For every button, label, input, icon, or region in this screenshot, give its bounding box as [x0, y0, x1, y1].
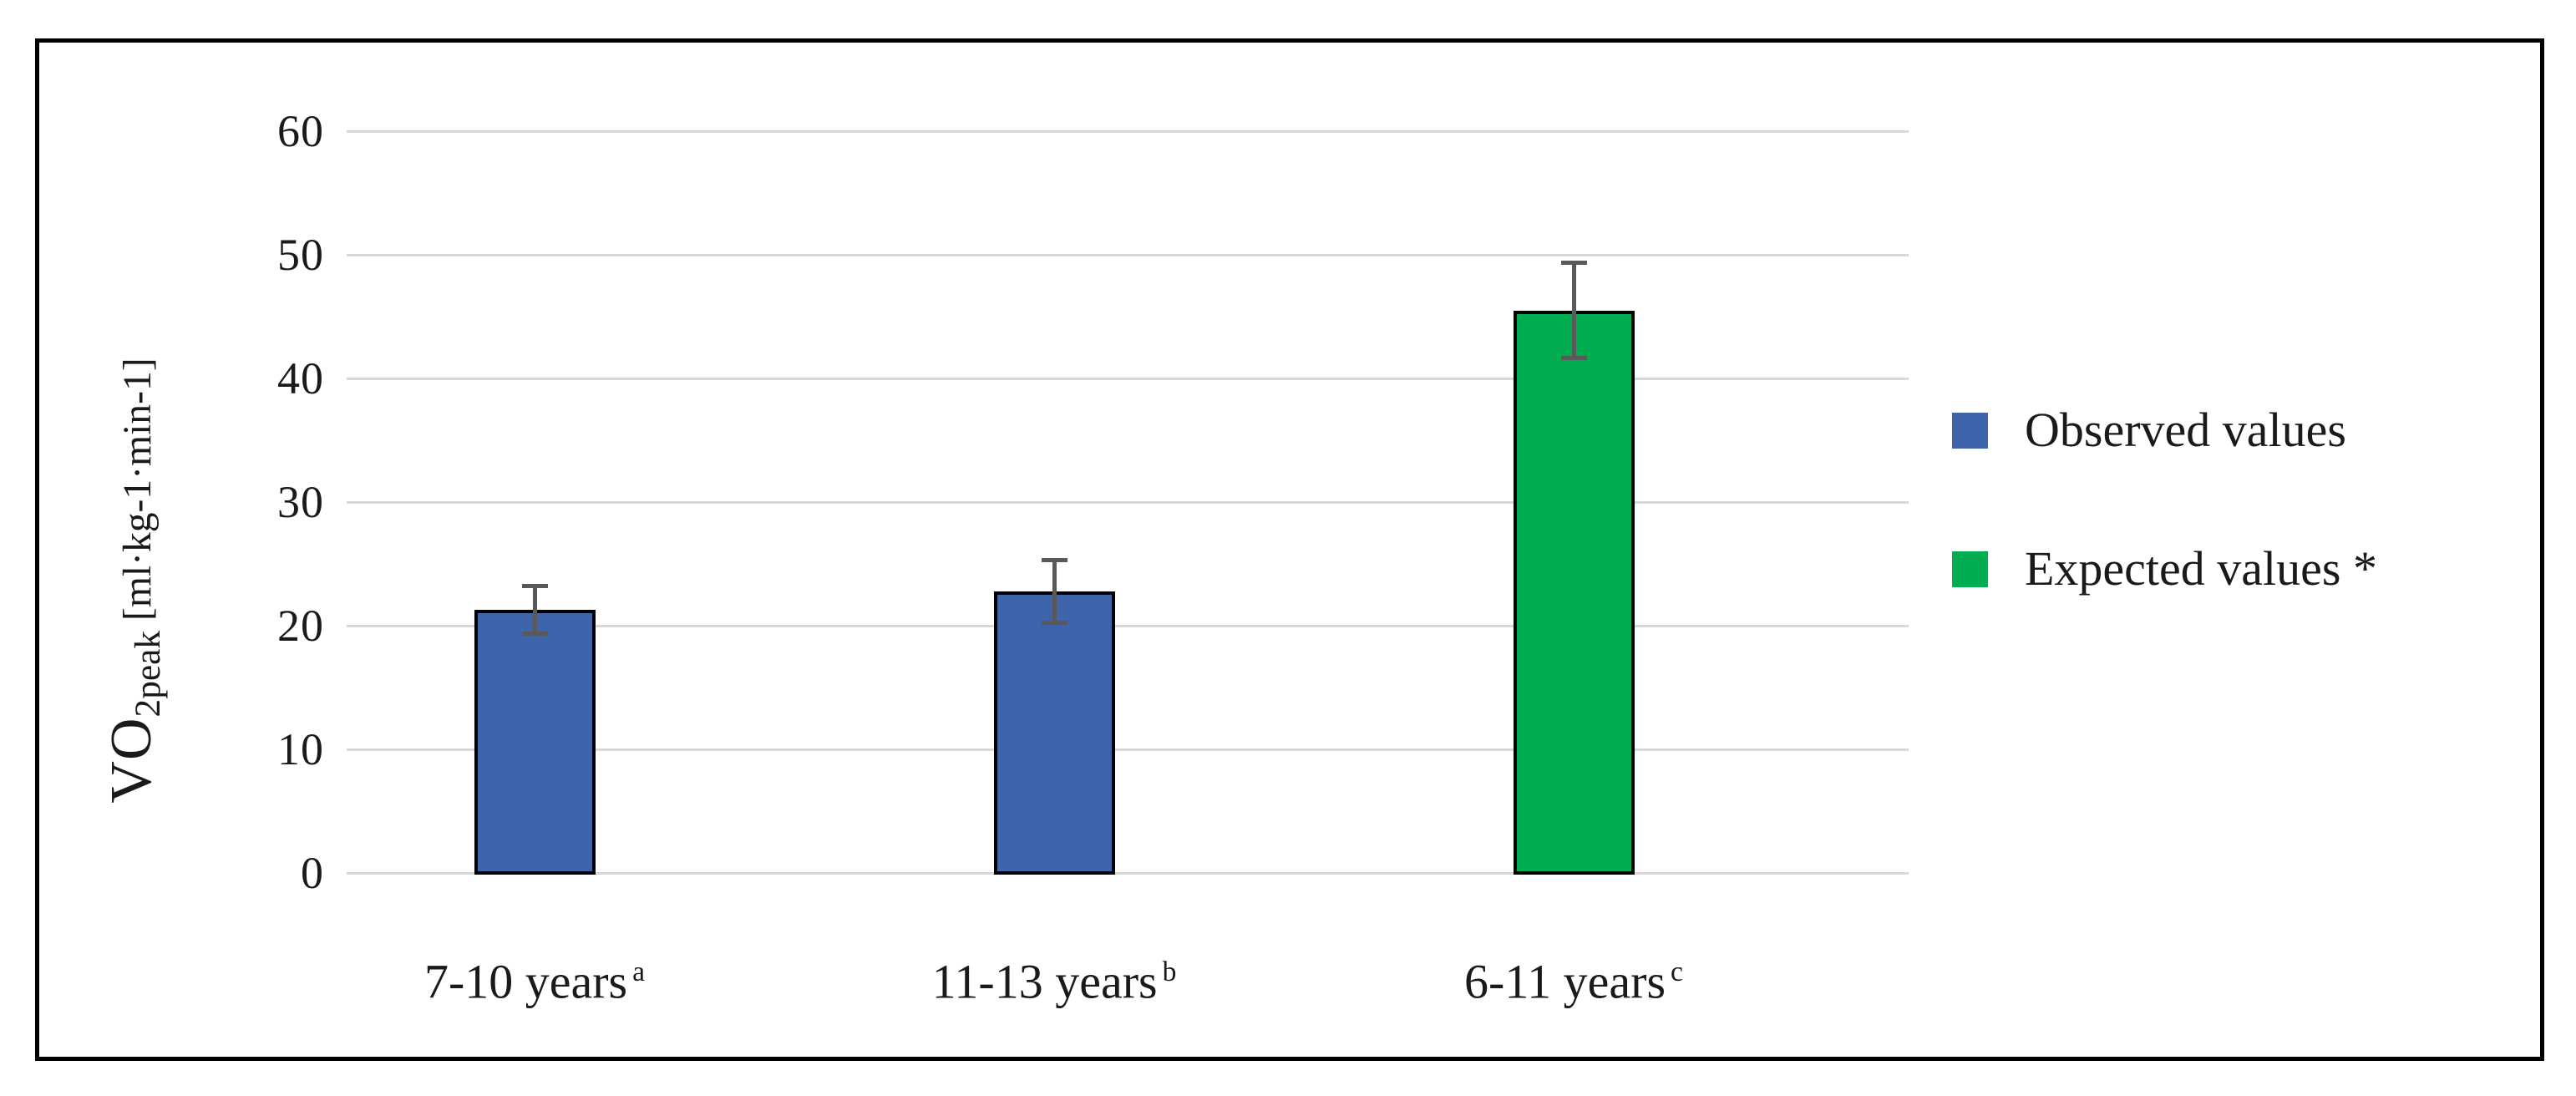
x-category-superscript-2: c [1671, 956, 1683, 987]
gridline-20 [347, 625, 1909, 627]
y-tick-label-30: 30 [277, 477, 324, 527]
error-bar-cap-bottom-cat1 [1041, 620, 1067, 625]
legend-swatch-observed-icon [1952, 412, 1988, 449]
x-category-label-1: 11-13 years b [931, 954, 1177, 1009]
y-tick-label-10: 10 [277, 724, 324, 774]
figure-frame [35, 38, 2544, 1061]
y-axis-title-subscript: 2peak [127, 630, 168, 718]
y-axis-title-main: VO [99, 717, 165, 804]
gridline-0 [347, 872, 1909, 875]
gridline-10 [347, 748, 1909, 751]
gridline-30 [347, 501, 1909, 504]
y-axis-title-unit: [ml·kg-1·min-1] [116, 358, 160, 621]
y-tick-label-40: 40 [277, 353, 324, 403]
error-bar-cap-top-cat0 [521, 583, 548, 588]
error-bar-line-cat1 [1052, 560, 1057, 622]
legend-label-expected: Expected values * [2025, 541, 2377, 596]
x-category-label-0: 7-10 years a [423, 954, 646, 1009]
error-bar-cap-top-cat1 [1041, 557, 1067, 562]
x-category-superscript-1: b [1162, 956, 1177, 987]
error-bar-line-cat0 [532, 586, 537, 633]
y-tick-label-20: 20 [277, 601, 324, 651]
y-tick-label-60: 60 [277, 106, 324, 156]
error-bar-cap-bottom-cat2 [1560, 355, 1587, 360]
legend-swatch-expected-icon [1952, 551, 1988, 587]
gridline-40 [347, 378, 1909, 380]
gridline-60 [347, 130, 1909, 133]
gridline-50 [347, 254, 1909, 256]
y-axis-title: VO2peak [ml·kg-1·min-1] [99, 358, 169, 803]
error-bar-cap-bottom-cat0 [521, 631, 548, 636]
y-tick-label-50: 50 [277, 230, 324, 280]
bar-observed-values-cat1 [993, 591, 1115, 875]
x-category-label-2: 6-11 years c [1464, 954, 1683, 1009]
legend-label-observed: Observed values [2025, 403, 2346, 457]
plot-area [347, 130, 1909, 875]
bar-observed-values-cat0 [474, 609, 596, 875]
x-category-superscript-0: a [632, 956, 646, 987]
legend-item-observed: Observed values [1952, 403, 2346, 457]
error-bar-line-cat2 [1571, 263, 1576, 358]
y-tick-label-0: 0 [301, 848, 324, 898]
legend-item-expected: Expected values * [1952, 541, 2377, 596]
bar-expected-values--cat2 [1513, 310, 1635, 875]
error-bar-cap-top-cat2 [1560, 261, 1587, 266]
